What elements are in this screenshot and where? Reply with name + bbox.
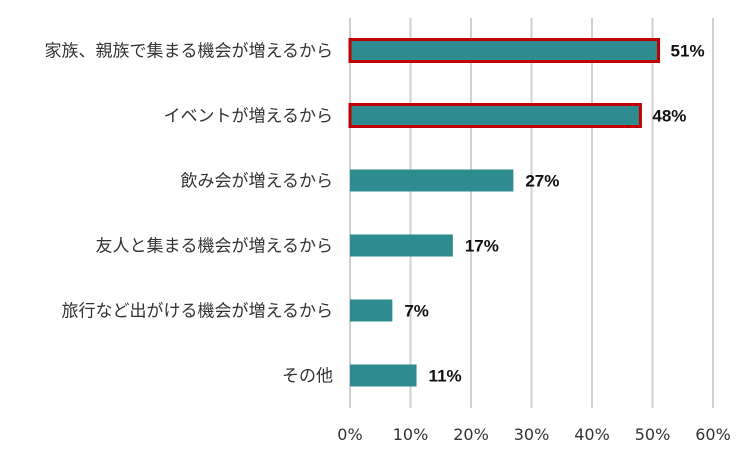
x-tick-label: 50% xyxy=(635,425,671,444)
x-tick-labels: 0% 10% 20% 30% 40% 50% 60% xyxy=(337,425,730,444)
x-tick-label: 30% xyxy=(514,425,550,444)
category-label: 家族、親族で集まる機会が増えるから xyxy=(45,42,334,62)
x-tick-label: 20% xyxy=(453,425,489,444)
bars xyxy=(348,38,661,387)
category-label: 飲み会が増えるから xyxy=(181,172,334,192)
value-label: 51% xyxy=(671,42,705,61)
gridlines xyxy=(349,18,714,408)
bar xyxy=(350,234,453,257)
x-tick-label: 0% xyxy=(337,425,362,444)
value-label: 27% xyxy=(525,172,559,191)
bar xyxy=(350,364,417,387)
value-label: 48% xyxy=(652,107,686,126)
category-label: 旅行など出がける機会が増えるから xyxy=(62,302,334,322)
value-label: 17% xyxy=(465,237,499,256)
category-label: 友人と集まる機会が増えるから xyxy=(96,237,334,257)
category-label: その他 xyxy=(282,367,333,387)
bar xyxy=(350,169,514,192)
x-tick-label: 10% xyxy=(393,425,429,444)
category-labels: 家族、親族で集まる機会が増えるからイベントが増えるから飲み会が増えるから友人と集… xyxy=(45,42,334,387)
x-tick-label: 60% xyxy=(695,425,731,444)
value-label: 11% xyxy=(429,367,462,386)
x-tick-label: 40% xyxy=(574,425,610,444)
bar xyxy=(348,103,642,128)
bar xyxy=(350,299,393,322)
value-labels: 51% 48% 27% 17% 7% 11% xyxy=(404,42,704,386)
category-label: イベントが増えるから xyxy=(164,107,334,127)
bar xyxy=(348,38,661,63)
value-label: 7% xyxy=(404,302,429,321)
